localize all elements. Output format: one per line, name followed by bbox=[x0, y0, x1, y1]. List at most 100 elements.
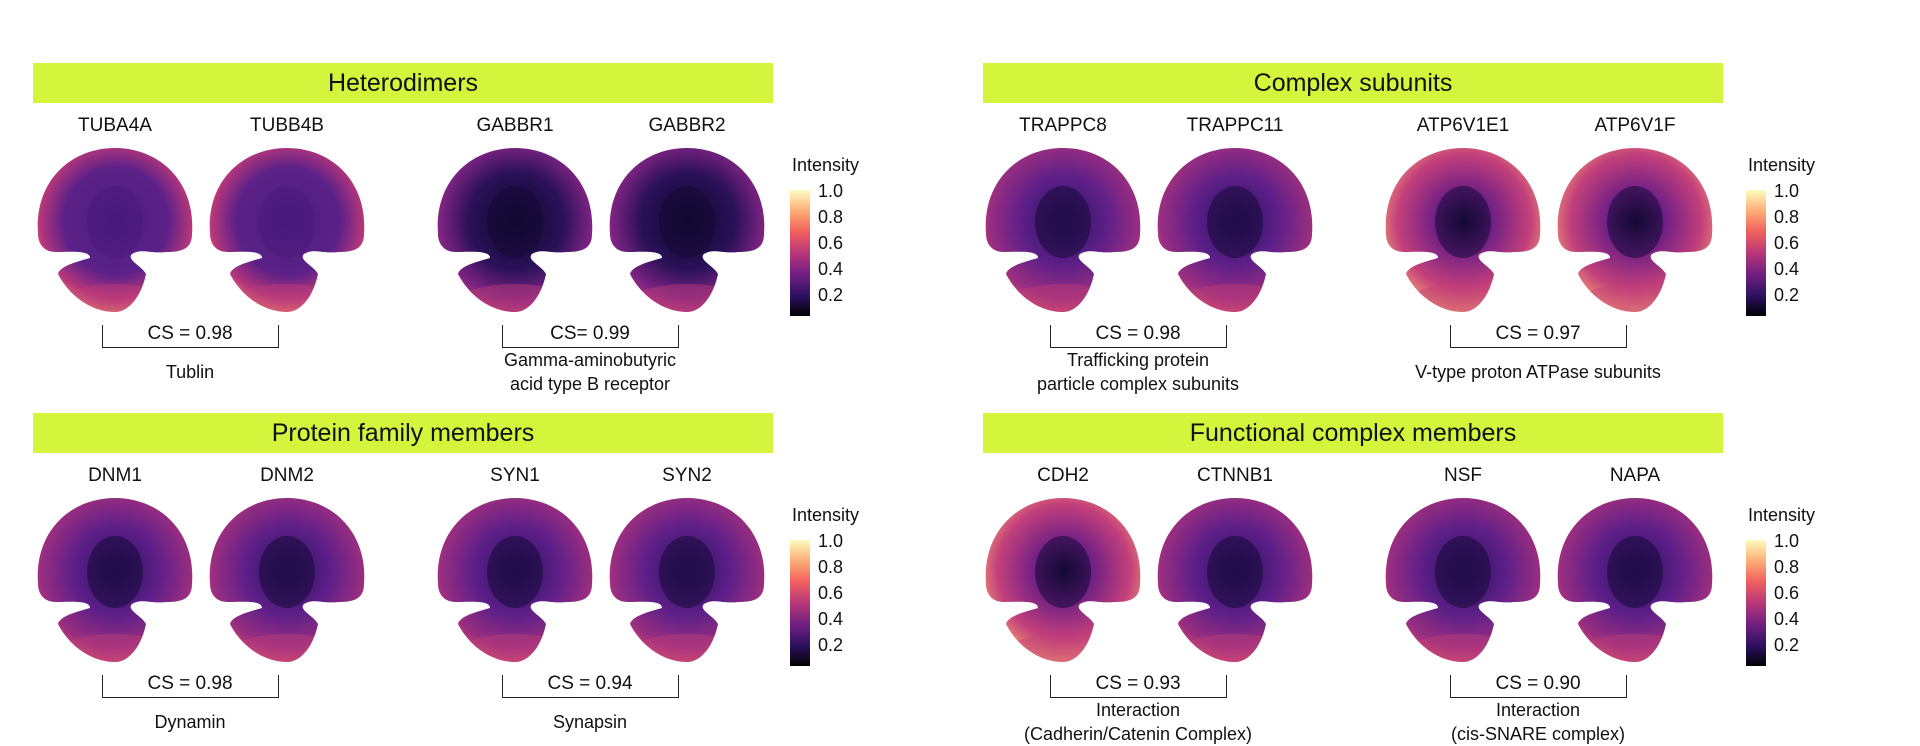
pair-description-line: V-type proton ATPase subunits bbox=[1415, 362, 1661, 382]
brain-map bbox=[602, 492, 774, 673]
similarity-bracket bbox=[502, 675, 679, 698]
colorbar-title: Intensity bbox=[792, 155, 860, 175]
colorbar-title: Intensity bbox=[1748, 155, 1816, 175]
pair-description-line: (cis-SNARE complex) bbox=[1450, 724, 1626, 744]
section-banner-protein-family: Protein family members bbox=[33, 413, 773, 453]
brain-intensity-map bbox=[1385, 148, 1541, 312]
colorbar-tick: 0.4 bbox=[818, 609, 844, 629]
brain-intensity-map bbox=[1557, 148, 1713, 312]
gene-label: TUBA4A bbox=[78, 115, 152, 136]
brain-intensity-map bbox=[209, 148, 365, 312]
colorbar-tick: 1.0 bbox=[1774, 531, 1800, 551]
gene-label: TUBB4B bbox=[250, 115, 324, 136]
brain-intensity-map bbox=[1385, 498, 1541, 662]
colorbar-tick: 0.6 bbox=[818, 583, 844, 603]
gene-label: NSF bbox=[1444, 465, 1482, 486]
pair-description: Synapsin bbox=[553, 710, 627, 734]
brain-map bbox=[30, 492, 202, 673]
colorbar bbox=[1746, 540, 1766, 666]
brain-map bbox=[1550, 142, 1722, 323]
cosine-similarity-label: CS = 0.98 bbox=[1095, 323, 1181, 344]
brain-map bbox=[30, 142, 202, 323]
colorbar bbox=[790, 540, 810, 666]
pair-description: Dynamin bbox=[154, 710, 225, 734]
brain-map bbox=[602, 142, 774, 323]
gene-label: CTNNB1 bbox=[1196, 465, 1273, 486]
gene-label: TRAPPC8 bbox=[1019, 115, 1107, 136]
pair-description-line: Synapsin bbox=[552, 712, 628, 732]
section-title: Functional complex members bbox=[1189, 418, 1517, 447]
brain-map bbox=[430, 492, 602, 673]
pair-description: Trafficking protein particle complex subu… bbox=[1037, 348, 1239, 396]
gene-label: TRAPPC11 bbox=[1186, 115, 1284, 136]
colorbar-tick: 0.4 bbox=[818, 259, 844, 279]
pair-description: Interaction (Cadherin/Catenin Complex) bbox=[1024, 698, 1252, 746]
pair-description: V-type proton ATPase subunits bbox=[1415, 360, 1661, 384]
section-banner-functional-complex: Functional complex members bbox=[983, 413, 1723, 453]
pair-description-line: Interaction bbox=[1095, 700, 1181, 720]
pair-description: Gamma-aminobutyric acid type B receptor bbox=[504, 348, 676, 396]
brain-intensity-map bbox=[437, 148, 593, 312]
similarity-bracket bbox=[1450, 675, 1627, 698]
brain-map bbox=[1378, 492, 1550, 673]
colorbar-tick: 1.0 bbox=[818, 531, 844, 551]
colorbar-tick: 0.6 bbox=[818, 233, 844, 253]
brain-map bbox=[1550, 492, 1722, 673]
brain-map bbox=[430, 142, 602, 323]
brain-intensity-map bbox=[1157, 498, 1313, 662]
pair-description-line: Tublin bbox=[165, 362, 215, 382]
colorbar-tick: 1.0 bbox=[1774, 181, 1800, 201]
similarity-bracket bbox=[102, 325, 279, 348]
section-banner-heterodimers: Heterodimers bbox=[33, 63, 773, 103]
pair-description-line: acid type B receptor bbox=[509, 374, 671, 394]
gene-label: GABBR2 bbox=[648, 115, 726, 136]
gene-label: DNM2 bbox=[260, 465, 314, 486]
colorbar-tick: 0.8 bbox=[1774, 557, 1800, 577]
brain-intensity-map bbox=[37, 498, 193, 662]
brain-intensity-map bbox=[985, 498, 1141, 662]
brain-intensity-map bbox=[609, 498, 765, 662]
cosine-similarity-label: CS = 0.98 bbox=[147, 673, 233, 694]
colorbar-tick: 0.6 bbox=[1774, 583, 1800, 603]
similarity-bracket bbox=[1050, 675, 1227, 698]
colorbar-tick: 0.2 bbox=[1774, 635, 1800, 655]
similarity-bracket bbox=[502, 325, 679, 348]
colorbar-tick: 0.4 bbox=[1774, 259, 1800, 279]
gene-label: ATP6V1E1 bbox=[1416, 115, 1510, 136]
pair-description-line: Gamma-aminobutyric bbox=[503, 350, 677, 370]
brain-intensity-map bbox=[37, 148, 193, 312]
brain-map bbox=[1150, 142, 1322, 323]
colorbar-tick: 0.6 bbox=[1774, 233, 1800, 253]
cosine-similarity-label: CS = 0.90 bbox=[1495, 673, 1581, 694]
pair-description-line: (Cadherin/Catenin Complex) bbox=[1023, 724, 1253, 744]
colorbar bbox=[1746, 190, 1766, 316]
gene-label: SYN1 bbox=[490, 465, 540, 486]
brain-intensity-map bbox=[985, 148, 1141, 312]
gene-label: CDH2 bbox=[1037, 465, 1089, 486]
colorbar-tick: 0.8 bbox=[818, 207, 844, 227]
brain-intensity-map bbox=[1557, 498, 1713, 662]
colorbar-tick: 0.8 bbox=[818, 557, 844, 577]
colorbar-tick: 1.0 bbox=[818, 181, 844, 201]
brain-intensity-map bbox=[209, 498, 365, 662]
brain-map bbox=[202, 142, 374, 323]
colorbar-title: Intensity bbox=[1748, 505, 1816, 525]
colorbar-tick: 0.2 bbox=[1774, 285, 1800, 305]
similarity-bracket bbox=[1050, 325, 1227, 348]
brain-intensity-map bbox=[437, 498, 593, 662]
cosine-similarity-label: CS = 0.97 bbox=[1495, 323, 1581, 344]
brain-map bbox=[978, 492, 1150, 673]
section-banner-complex-subunits: Complex subunits bbox=[983, 63, 1723, 103]
section-title: Complex subunits bbox=[1253, 68, 1453, 97]
gene-label: NAPA bbox=[1609, 465, 1661, 486]
brain-map bbox=[202, 492, 374, 673]
brain-intensity-map bbox=[609, 148, 765, 312]
gene-label: DNM1 bbox=[88, 465, 142, 486]
cosine-similarity-label: CS = 0.98 bbox=[147, 323, 233, 344]
gene-label: SYN2 bbox=[662, 465, 712, 486]
pair-description: Interaction (cis-SNARE complex) bbox=[1451, 698, 1625, 746]
cosine-similarity-label: CS = 0.93 bbox=[1095, 673, 1181, 694]
pair-description-line: Interaction bbox=[1495, 700, 1581, 720]
colorbar-tick: 0.4 bbox=[1774, 609, 1800, 629]
section-title: Heterodimers bbox=[327, 68, 479, 97]
